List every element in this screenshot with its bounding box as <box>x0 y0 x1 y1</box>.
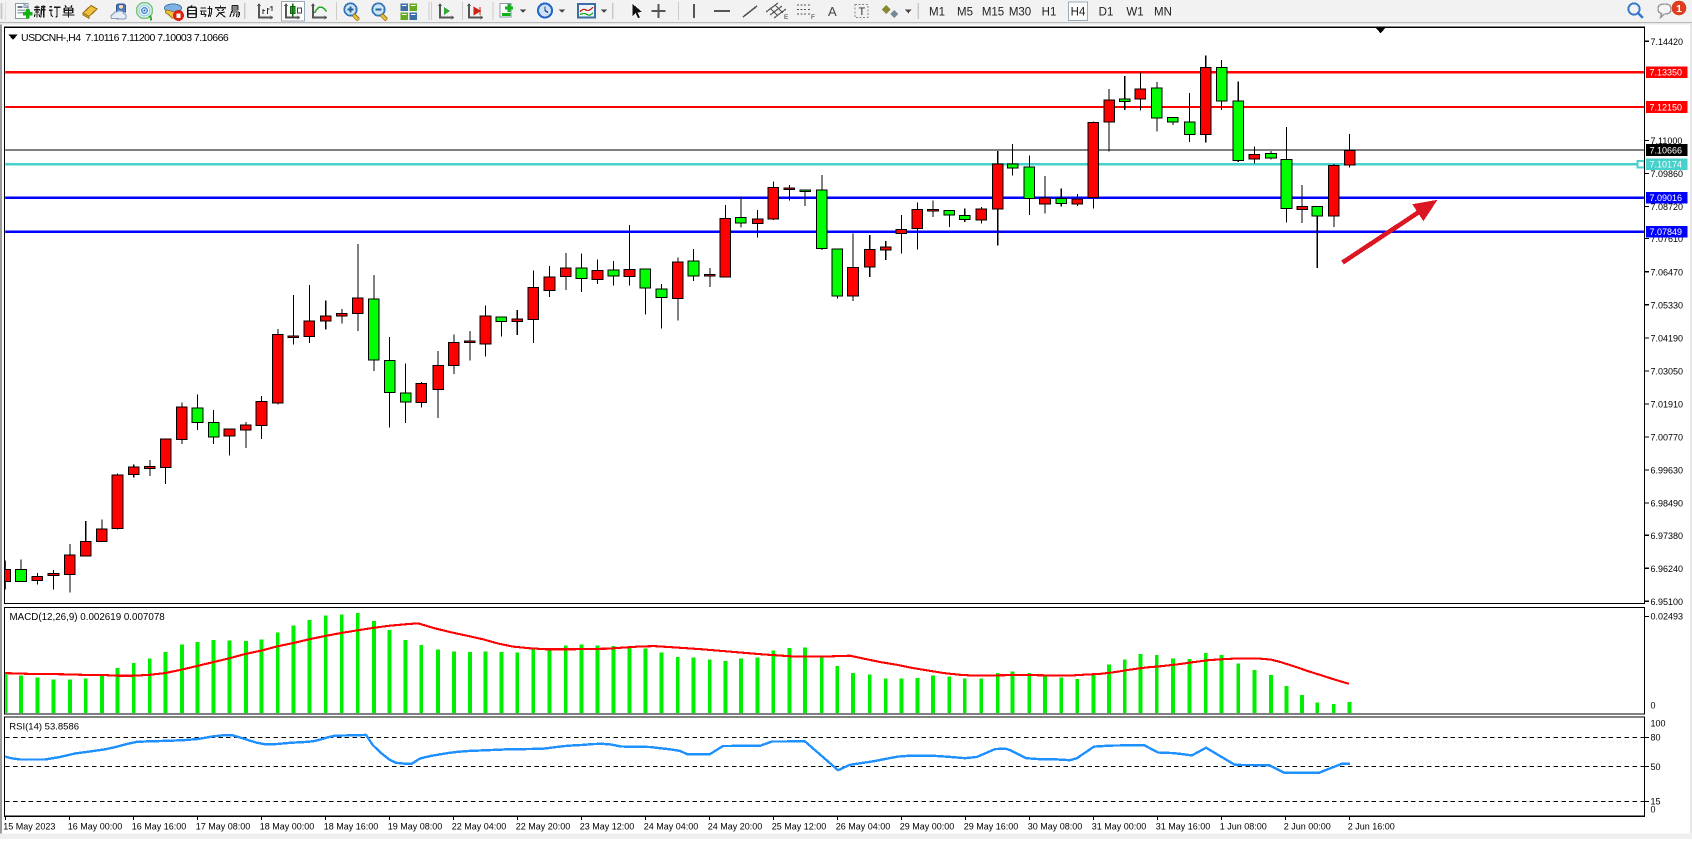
svg-text:H1: H1 <box>1042 7 1057 19</box>
svg-text:T: T <box>859 6 866 18</box>
svg-text:23 May 12:00: 23 May 12:00 <box>580 821 635 831</box>
svg-text:0: 0 <box>1651 804 1656 814</box>
svg-text:D1: D1 <box>1099 7 1114 19</box>
svg-text:0: 0 <box>1651 701 1656 711</box>
svg-text:31 May 00:00: 31 May 00:00 <box>1092 821 1147 831</box>
svg-text:16 May 00:00: 16 May 00:00 <box>68 821 123 831</box>
svg-text:1: 1 <box>1676 3 1682 15</box>
svg-text:E: E <box>784 14 789 21</box>
svg-text:6.98490: 6.98490 <box>1651 499 1684 509</box>
svg-text:M5: M5 <box>957 7 973 19</box>
svg-text:MN: MN <box>1154 7 1172 19</box>
svg-text:15: 15 <box>1651 797 1661 807</box>
svg-text:7.00770: 7.00770 <box>1651 433 1684 443</box>
svg-text:26 May 04:00: 26 May 04:00 <box>836 821 891 831</box>
svg-text:6.97380: 6.97380 <box>1651 531 1684 541</box>
svg-text:22 May 04:00: 22 May 04:00 <box>452 821 507 831</box>
svg-text:80: 80 <box>1651 733 1661 743</box>
svg-text:6.95100: 6.95100 <box>1651 597 1684 607</box>
svg-text:15 May 2023: 15 May 2023 <box>3 821 55 831</box>
svg-text:F: F <box>811 14 815 21</box>
svg-text:M1: M1 <box>929 7 945 19</box>
svg-text:7.13350: 7.13350 <box>1650 68 1683 78</box>
svg-text:7.03050: 7.03050 <box>1651 366 1684 376</box>
svg-text:25 May 12:00: 25 May 12:00 <box>772 821 827 831</box>
svg-text:31 May 16:00: 31 May 16:00 <box>1156 821 1211 831</box>
svg-text:7.06470: 7.06470 <box>1651 267 1684 277</box>
svg-text:18 May 00:00: 18 May 00:00 <box>260 821 315 831</box>
svg-text:1 Jun 08:00: 1 Jun 08:00 <box>1220 821 1267 831</box>
svg-text:MACD(12,26,9) 0.002619 0.00707: MACD(12,26,9) 0.002619 0.007078 <box>10 612 166 623</box>
svg-text:6.96240: 6.96240 <box>1651 564 1684 574</box>
svg-text:7.14420: 7.14420 <box>1651 37 1684 47</box>
svg-text:19 May 08:00: 19 May 08:00 <box>388 821 443 831</box>
svg-text:7.12150: 7.12150 <box>1650 102 1683 112</box>
svg-text:H4: H4 <box>1071 7 1086 19</box>
svg-text:17 May 08:00: 17 May 08:00 <box>196 821 251 831</box>
svg-text:50: 50 <box>1651 762 1661 772</box>
svg-text:29 May 00:00: 29 May 00:00 <box>900 821 955 831</box>
svg-text:24 May 20:00: 24 May 20:00 <box>708 821 763 831</box>
svg-text:7.10666: 7.10666 <box>1650 145 1683 155</box>
svg-text:RSI(14) 53.8586: RSI(14) 53.8586 <box>9 721 79 732</box>
svg-text:7.01910: 7.01910 <box>1651 400 1684 410</box>
svg-text:30 May 08:00: 30 May 08:00 <box>1028 821 1083 831</box>
svg-text:24 May 04:00: 24 May 04:00 <box>644 821 699 831</box>
svg-text:6.99630: 6.99630 <box>1651 466 1684 476</box>
svg-text:2 Jun 00:00: 2 Jun 00:00 <box>1284 821 1331 831</box>
svg-text:M30: M30 <box>1009 7 1031 19</box>
svg-text:7.09860: 7.09860 <box>1651 169 1684 179</box>
svg-text:100: 100 <box>1651 719 1666 729</box>
svg-text:W1: W1 <box>1126 7 1143 19</box>
svg-text:22 May 20:00: 22 May 20:00 <box>516 821 571 831</box>
svg-text:7.07849: 7.07849 <box>1650 227 1683 237</box>
svg-text:7.08720: 7.08720 <box>1651 202 1684 212</box>
svg-text:16 May 16:00: 16 May 16:00 <box>132 821 187 831</box>
svg-text:29 May 16:00: 29 May 16:00 <box>964 821 1019 831</box>
svg-text:7.11000: 7.11000 <box>1651 136 1683 146</box>
svg-text:7.05330: 7.05330 <box>1651 300 1684 310</box>
svg-text:2 Jun 16:00: 2 Jun 16:00 <box>1348 821 1395 831</box>
svg-text:7.04190: 7.04190 <box>1651 333 1684 343</box>
svg-text:7.07610: 7.07610 <box>1651 234 1684 244</box>
svg-text:A: A <box>828 4 837 19</box>
svg-text:18 May 16:00: 18 May 16:00 <box>324 821 379 831</box>
svg-text:M15: M15 <box>982 7 1004 19</box>
svg-text:7.09016: 7.09016 <box>1650 193 1683 203</box>
svg-text:0.02493: 0.02493 <box>1651 612 1684 622</box>
svg-text:USDCNH-,H4 7.10116 7.11200 7.: USDCNH-,H4 7.10116 7.11200 7.10003 7.106… <box>21 32 229 44</box>
svg-text:7.10174: 7.10174 <box>1650 160 1683 170</box>
